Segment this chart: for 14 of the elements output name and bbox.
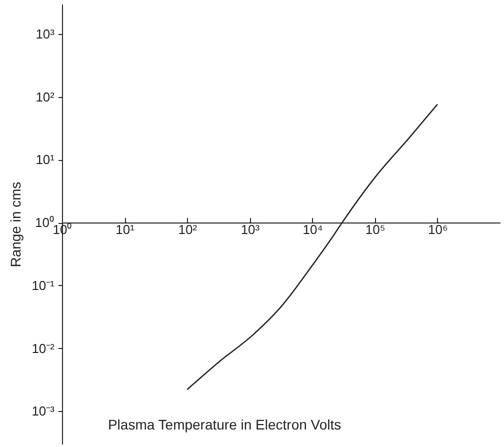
y-tick-label: 10¹: [36, 152, 56, 168]
y-tick-label: 10⁻¹: [32, 278, 56, 293]
x-tick-label: 10⁵: [365, 222, 386, 238]
x-tick-label: 10⁴: [302, 222, 323, 238]
y-tick-label: 10³: [36, 26, 56, 42]
x-axis-title: Plasma Temperature in Electron Volts: [108, 416, 342, 432]
x-tick-label: 10⁶: [428, 222, 448, 238]
y-tick-label: 10²: [36, 89, 56, 104]
y-axis-title: Range in cms: [8, 182, 24, 268]
x-tick-label: 10¹: [116, 222, 136, 238]
y-tick-label: 10⁻³: [32, 404, 56, 419]
x-tick-label: 10³: [240, 222, 260, 238]
y-tick-label: 10⁻²: [32, 340, 56, 356]
x-tick-label: 10²: [178, 222, 198, 238]
